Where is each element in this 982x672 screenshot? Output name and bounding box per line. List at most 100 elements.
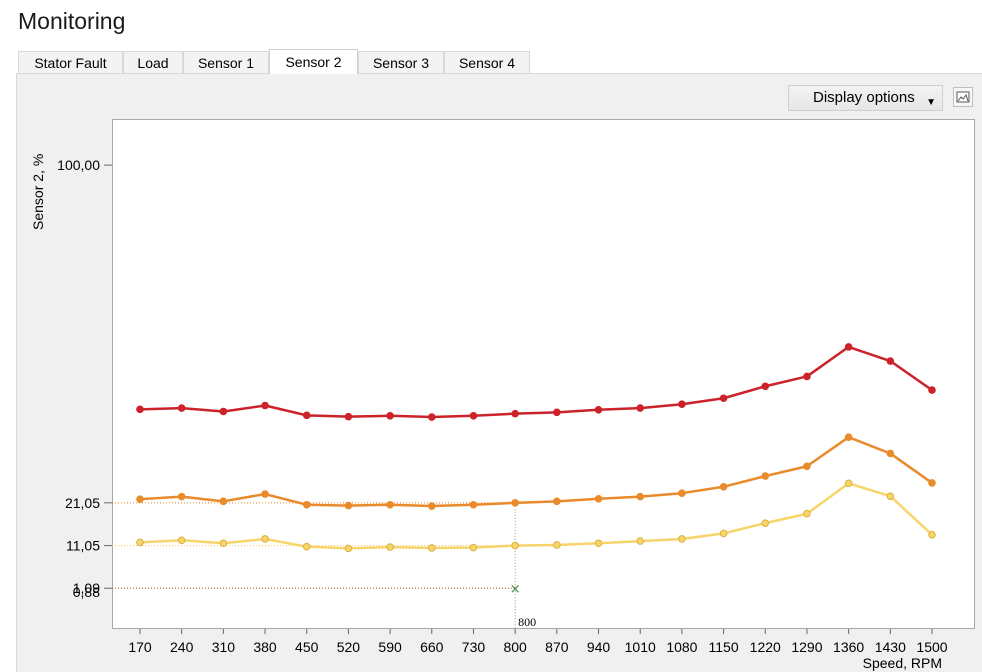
series-point[interactable] (844, 479, 853, 488)
tab-sensor-2[interactable]: Sensor 2 (269, 49, 358, 74)
series-point[interactable] (928, 530, 936, 539)
x-tick-label: 1290 (791, 639, 822, 655)
y-tick-label-overlap: 0,88 (73, 584, 100, 600)
x-tick-label: 240 (170, 639, 194, 655)
series-point[interactable] (553, 497, 561, 506)
x-tick-label: 1010 (625, 639, 656, 655)
series-point[interactable] (886, 357, 895, 365)
series-point[interactable] (719, 482, 728, 491)
series-point[interactable] (219, 539, 228, 548)
cross-icon: × (510, 582, 521, 597)
series-point[interactable] (553, 408, 561, 417)
x-tick-label: 940 (587, 639, 611, 655)
series-point[interactable] (511, 499, 519, 507)
series-point[interactable] (928, 386, 936, 394)
x-tick-label: 170 (128, 639, 152, 655)
series-point[interactable] (678, 535, 686, 543)
series-point[interactable] (678, 489, 686, 497)
series-point[interactable] (719, 529, 728, 538)
series-point[interactable] (469, 411, 478, 420)
series-point[interactable] (427, 413, 436, 421)
x-axis-label: Speed, RPM (863, 655, 942, 671)
x-tick-label: 520 (337, 639, 361, 655)
series-point[interactable] (386, 543, 394, 551)
series-point[interactable] (594, 494, 603, 503)
series-point[interactable] (636, 492, 645, 501)
cursor-x-label: 800 (518, 615, 536, 629)
tab-sensor-1[interactable]: Sensor 1 (183, 51, 269, 73)
series-line (139, 435, 933, 508)
series-point[interactable] (844, 343, 853, 351)
display-options-label: Display options (813, 89, 915, 106)
y-tick-label: 21,05 (65, 495, 100, 511)
x-tick-label: 450 (295, 639, 319, 655)
chevron-down-icon: ▼ (926, 97, 936, 108)
series-point[interactable] (302, 500, 311, 509)
series-point[interactable] (177, 492, 186, 501)
tab-sensor-4[interactable]: Sensor 4 (444, 51, 530, 73)
x-tick-label: 800 (503, 639, 527, 655)
series-point[interactable] (803, 509, 811, 518)
page-title: Monitoring (18, 8, 126, 34)
series-point[interactable] (136, 405, 144, 414)
series-point[interactable] (844, 433, 853, 441)
series-point[interactable] (511, 541, 519, 550)
tab-stator-fault[interactable]: Stator Fault (18, 51, 123, 73)
series-point[interactable] (761, 472, 770, 480)
series-point[interactable] (553, 541, 561, 549)
x-tick-label: 660 (420, 639, 444, 655)
series-point[interactable] (886, 492, 895, 500)
series-point[interactable] (427, 502, 436, 510)
series-point[interactable] (386, 411, 394, 420)
series-point[interactable] (594, 405, 603, 414)
x-tick-label: 1500 (916, 639, 947, 655)
series-point[interactable] (761, 519, 770, 527)
series-point[interactable] (803, 372, 811, 381)
series-point[interactable] (928, 479, 936, 487)
series-point[interactable] (219, 407, 228, 416)
x-tick-label: 1150 (709, 639, 739, 655)
image-icon-glyph (956, 91, 970, 103)
tab-load[interactable]: Load (123, 51, 183, 73)
x-tick-label: 1430 (875, 639, 906, 655)
x-tick-label: 310 (212, 639, 236, 655)
series-point[interactable] (427, 544, 436, 552)
series-point[interactable] (302, 542, 311, 551)
series-point[interactable] (136, 538, 144, 547)
series-point[interactable] (261, 490, 269, 498)
tab-sensor-3[interactable]: Sensor 3 (358, 51, 444, 73)
series-point[interactable] (636, 404, 645, 412)
image-icon[interactable] (953, 87, 973, 107)
y-tick-label: 100,00 (57, 157, 100, 173)
y-tick-label: 1,09 (73, 580, 100, 596)
series-point[interactable] (511, 409, 519, 418)
series-point[interactable] (719, 394, 728, 403)
series-point[interactable] (803, 462, 811, 471)
y-tick-label: 11,05 (66, 538, 100, 554)
x-tick-label: 870 (545, 639, 569, 655)
series-point[interactable] (136, 495, 144, 503)
series-point[interactable] (344, 544, 353, 553)
series-point[interactable] (761, 382, 770, 391)
series-point[interactable] (302, 411, 311, 420)
series-point[interactable] (261, 401, 269, 410)
series-point[interactable] (469, 500, 478, 509)
series-line (139, 482, 933, 550)
series-point[interactable] (886, 449, 895, 458)
series-point[interactable] (344, 501, 353, 510)
series-point[interactable] (678, 400, 686, 409)
series-point[interactable] (261, 535, 269, 543)
series-point[interactable] (469, 543, 478, 552)
x-tick-label: 380 (253, 639, 277, 655)
series-point[interactable] (636, 537, 645, 545)
series-point[interactable] (219, 497, 228, 506)
display-options-button[interactable]: Display options ▼ (788, 85, 943, 111)
series-point[interactable] (177, 404, 186, 412)
series-point[interactable] (177, 536, 186, 545)
series-point[interactable] (344, 412, 353, 421)
series-point[interactable] (594, 539, 603, 548)
x-tick-label: 1080 (666, 639, 697, 655)
x-tick-label: 730 (462, 639, 486, 655)
series-point[interactable] (386, 500, 394, 509)
